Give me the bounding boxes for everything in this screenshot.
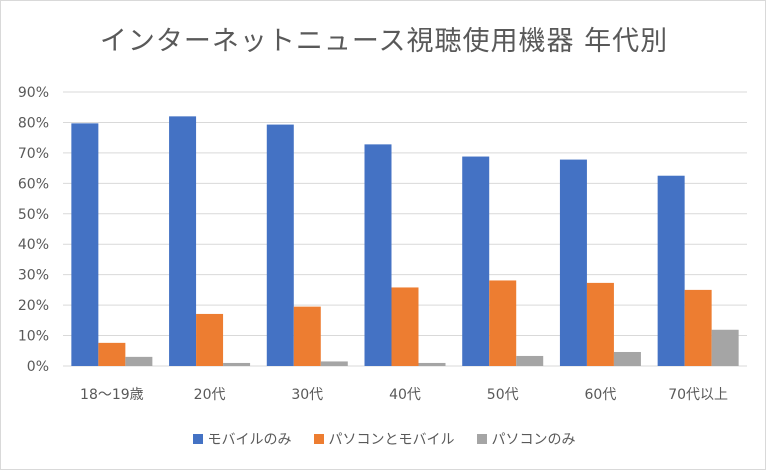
bar [657,175,685,366]
y-tick-label: 40% [18,237,49,253]
chart-title: インターネットニュース視聴使用機器 年代別 [99,26,669,57]
x-tick-label: 40代 [389,387,421,403]
bar [559,159,587,366]
bar [223,362,251,366]
y-tick-label: 50% [18,207,49,223]
legend-label: パソコンとモバイル [328,432,455,448]
legend-item: パソコンのみ [476,429,576,449]
legend: モバイルのみ パソコンとモバイル パソコンのみ [1,429,766,449]
y-tick-label: 10% [18,329,49,345]
legend-item: モバイルのみ [192,429,292,449]
y-tick-label: 20% [18,298,49,314]
bar [320,361,348,366]
y-tick-label: 70% [18,146,49,162]
x-tick-label: 60代 [585,387,617,403]
x-tick-label: 20代 [194,387,226,403]
legend-swatch [476,434,487,444]
bar [98,342,126,366]
bar [684,289,712,366]
legend-item: パソコンとモバイル [313,429,455,449]
x-tick-label: 70代以上 [668,387,728,403]
bar [125,356,153,366]
bar [293,306,321,366]
x-tick-label: 50代 [487,387,519,403]
legend-swatch [313,434,324,444]
x-tick-label: 30代 [291,387,323,403]
y-tick-label: 60% [18,176,49,192]
y-tick-label: 0% [27,359,49,375]
bar [266,124,294,366]
bar [418,362,446,366]
bar [516,355,544,366]
legend-label: パソコンのみ [491,432,576,448]
bar [169,116,197,366]
y-tick-label: 90% [18,85,49,101]
x-tick-label: 18〜19歳 [80,387,144,403]
bar [586,282,614,366]
bar [196,313,224,366]
y-tick-label: 30% [18,268,49,284]
bar [71,123,99,366]
legend-label: モバイルのみ [207,432,292,448]
y-tick-label: 80% [18,115,49,131]
bar [613,351,641,366]
bar [489,280,517,366]
bar [391,287,419,366]
bar [711,329,739,366]
bar [462,156,490,366]
bar [364,144,392,366]
legend-swatch [192,434,203,444]
